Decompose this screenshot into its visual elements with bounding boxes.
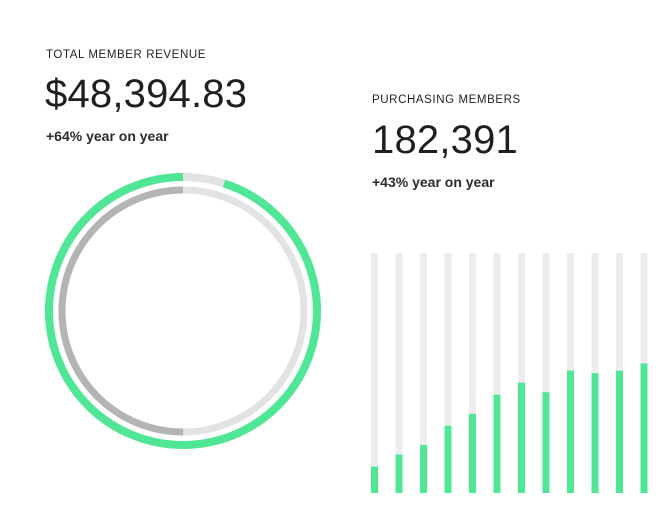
bar-track-4 [444,253,452,493]
bar-track-3 [420,253,427,493]
bar-8 [542,392,550,493]
outer-ring-progress [45,173,321,449]
revenue-change: +64% year on year [46,128,169,144]
revenue-value: $48,394.83 [45,72,248,116]
bar-track-5 [469,253,476,493]
members-card [356,12,654,490]
bar-5 [469,413,476,493]
bar-3 [420,445,427,493]
bar-track-1 [371,253,378,493]
members-label: PURCHASING MEMBERS [372,94,521,106]
revenue-label: TOTAL MEMBER REVENUE [46,49,207,61]
bar-9 [567,370,574,493]
members-bar-chart [371,253,648,493]
bar-2 [395,454,403,493]
bar-12 [640,363,648,493]
bar-7 [518,382,525,493]
bar-1 [371,466,378,493]
bar-track-6 [493,253,501,493]
bar-track-7 [518,253,525,493]
bar-4 [444,425,452,493]
bar-10 [591,373,599,493]
inner-ring-progress [58,186,308,436]
members-change: +43% year on year [372,174,495,190]
members-value: 182,391 [372,118,518,162]
bar-11 [616,370,623,493]
bar-track-2 [395,253,403,493]
bar-6 [493,394,501,493]
bar-track-8 [542,253,550,493]
revenue-ring-chart [45,173,321,449]
